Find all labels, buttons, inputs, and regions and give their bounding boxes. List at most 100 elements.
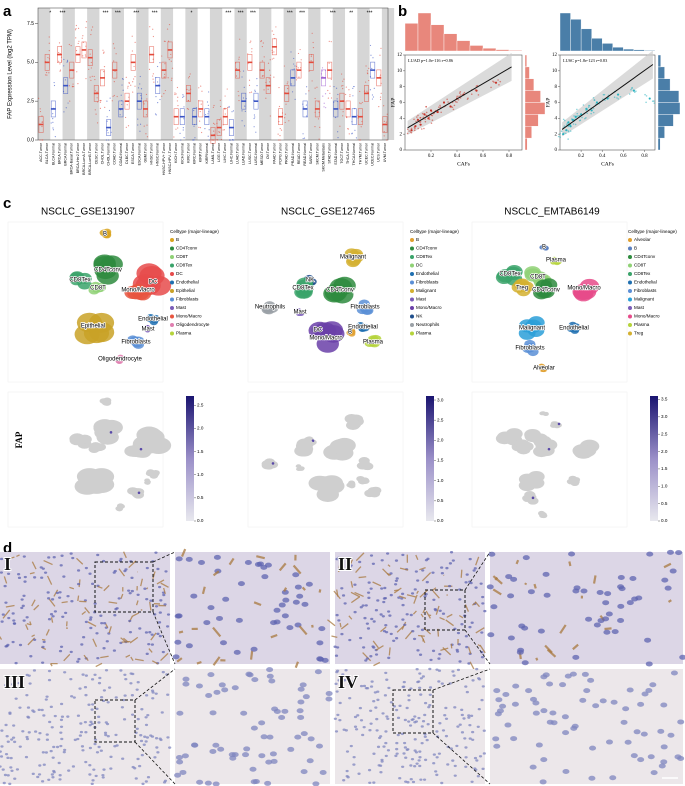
x-tick-label: MESO.Tumor <box>260 142 264 165</box>
nucleus <box>179 769 187 775</box>
nucleus <box>418 756 422 759</box>
nucleus <box>233 649 241 655</box>
nucleus <box>59 731 63 734</box>
legend-label: CD4Tconv <box>634 254 656 259</box>
nucleus <box>219 640 227 646</box>
cluster-label: DC <box>314 328 323 334</box>
nucleus <box>70 600 74 603</box>
stroma-fiber <box>41 638 46 641</box>
nucleus <box>31 772 35 776</box>
point-jitter <box>254 116 256 118</box>
cell-cluster-gray <box>348 482 356 487</box>
legend-label: B <box>634 246 637 251</box>
x-tick-label: STAD.Tumor <box>328 142 332 163</box>
nucleus <box>20 598 24 601</box>
point-jitter <box>241 110 243 112</box>
nucleus <box>142 743 146 746</box>
stroma-fiber <box>69 586 75 590</box>
point-jitter <box>261 45 263 48</box>
legend-label: Plasma <box>416 331 432 336</box>
cell-cluster <box>316 335 339 353</box>
stroma-fiber <box>492 575 503 585</box>
cell-cluster-gray <box>539 513 547 519</box>
significance: *** <box>225 10 231 16</box>
point-cloud <box>616 97 618 99</box>
nucleus <box>297 714 305 720</box>
nucleus <box>336 556 341 560</box>
point-jitter <box>284 117 286 119</box>
x-tick-label: HNSC-HPV-.Tumor <box>168 142 172 174</box>
nucleus <box>674 754 682 760</box>
nucleus <box>61 615 65 618</box>
image-label: IV <box>338 672 358 692</box>
nucleus <box>521 660 529 666</box>
nucleus <box>41 661 45 664</box>
point-jitter <box>265 97 267 99</box>
point-jitter <box>287 81 289 83</box>
point-jitter <box>126 104 128 106</box>
fap-cell <box>271 462 275 465</box>
nucleus <box>464 746 468 749</box>
point-cloud <box>413 129 416 132</box>
nucleus <box>273 709 281 715</box>
nucleus <box>440 572 444 575</box>
nucleus <box>294 584 302 590</box>
nucleus <box>465 573 469 576</box>
x-tick-label: KIRC.Normal <box>193 143 197 164</box>
nucleus <box>268 678 276 684</box>
stroma-fiber <box>84 607 91 614</box>
point-jitter <box>208 91 210 93</box>
nucleus <box>42 640 46 644</box>
stroma-fiber <box>416 590 419 594</box>
nucleus <box>44 751 48 754</box>
nucleus <box>140 753 144 757</box>
nucleus <box>102 689 107 692</box>
point-jitter <box>52 113 54 115</box>
nucleus <box>416 649 420 652</box>
nucleus <box>464 685 468 688</box>
legend-label: Neutrophils <box>416 322 440 327</box>
colorbar-tick-label: 2.5 <box>437 417 444 422</box>
point-jitter <box>312 41 314 44</box>
nucleus <box>106 701 110 704</box>
point-jitter <box>48 36 50 38</box>
nucleus <box>203 620 211 626</box>
point-cloud <box>452 108 455 111</box>
point-jitter <box>155 114 157 116</box>
point-cloud <box>567 138 569 140</box>
nucleus <box>73 738 77 742</box>
point-jitter <box>59 69 62 71</box>
nucleus <box>437 657 441 660</box>
stroma-fiber <box>181 548 187 558</box>
nucleus <box>22 555 26 558</box>
nucleus <box>542 571 550 577</box>
cluster-label: Fibroblasts <box>515 346 544 352</box>
nucleus <box>342 679 347 682</box>
zoom-connector <box>464 551 491 591</box>
stroma-fiber <box>8 556 15 560</box>
cell-cluster-gray <box>96 429 119 445</box>
nucleus <box>122 698 126 702</box>
point-jitter <box>193 109 195 112</box>
hist-bar <box>612 47 624 52</box>
nucleus <box>382 745 386 748</box>
point-jitter <box>103 51 105 53</box>
nucleus <box>602 600 610 606</box>
nucleus <box>89 616 93 619</box>
point-jitter <box>198 126 200 128</box>
point-jitter <box>67 102 69 104</box>
nucleus <box>100 695 104 699</box>
nucleus <box>145 597 149 601</box>
nucleus <box>559 682 567 688</box>
point-jitter <box>44 74 47 76</box>
nucleus <box>438 609 442 613</box>
point-jitter <box>96 122 99 124</box>
point-jitter <box>311 32 313 34</box>
nucleus <box>369 554 374 557</box>
x-tick-label: UCEC.Normal <box>371 143 375 166</box>
nucleus <box>138 764 142 768</box>
legend-title: Celltype (major-lineage) <box>628 229 677 234</box>
nucleus <box>47 597 51 600</box>
point-cloud <box>644 93 646 96</box>
nucleus <box>319 770 327 776</box>
